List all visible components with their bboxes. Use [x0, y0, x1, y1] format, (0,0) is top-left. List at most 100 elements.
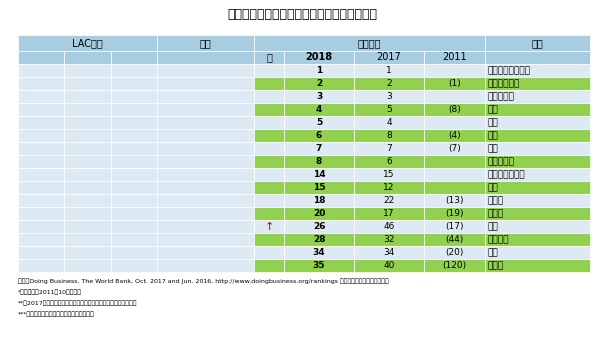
Bar — [18, 233, 65, 246]
Bar — [157, 246, 254, 259]
Bar — [354, 168, 424, 181]
Text: 6: 6 — [316, 131, 322, 140]
Bar — [65, 233, 111, 246]
Bar — [111, 220, 157, 233]
Text: 4: 4 — [316, 105, 322, 114]
Bar — [424, 77, 485, 90]
Bar — [111, 233, 157, 246]
Bar — [157, 233, 254, 246]
Bar — [354, 194, 424, 207]
Bar — [111, 64, 157, 77]
Bar — [111, 103, 157, 116]
Bar — [65, 207, 111, 220]
Text: 32: 32 — [384, 235, 395, 244]
Text: 8: 8 — [316, 157, 322, 166]
Bar — [18, 207, 65, 220]
Text: ノルウェイ: ノルウェイ — [488, 157, 515, 166]
Bar — [157, 90, 254, 103]
Bar — [157, 220, 254, 233]
Bar — [65, 77, 111, 90]
Bar — [111, 155, 157, 168]
Bar — [284, 220, 354, 233]
Bar — [424, 168, 485, 181]
Text: 年: 年 — [266, 52, 272, 63]
Bar — [254, 155, 284, 168]
Text: 世界順位: 世界順位 — [358, 38, 381, 48]
Text: 8: 8 — [386, 131, 392, 140]
Bar — [424, 155, 485, 168]
Bar — [485, 129, 590, 142]
Text: (120): (120) — [442, 261, 466, 270]
Bar — [18, 103, 65, 116]
Text: 22: 22 — [384, 196, 394, 205]
Bar — [485, 155, 590, 168]
Text: 35: 35 — [313, 261, 325, 270]
Bar — [111, 181, 157, 194]
Bar — [284, 103, 354, 116]
Bar — [157, 142, 254, 155]
Bar — [485, 116, 590, 129]
Bar — [111, 90, 157, 103]
Text: 日本: 日本 — [488, 248, 499, 257]
Text: スペイン: スペイン — [488, 235, 509, 244]
Text: 26: 26 — [313, 222, 325, 231]
Bar — [424, 259, 485, 272]
Bar — [18, 181, 65, 194]
Bar — [354, 51, 424, 64]
Bar — [354, 90, 424, 103]
Bar — [284, 207, 354, 220]
Bar — [157, 77, 254, 90]
Text: ドイツ: ドイツ — [488, 209, 504, 218]
Bar — [111, 116, 157, 129]
Bar — [111, 168, 157, 181]
Text: 20: 20 — [313, 209, 325, 218]
Bar — [485, 64, 590, 77]
Bar — [354, 246, 424, 259]
Bar — [424, 233, 485, 246]
Bar — [424, 116, 485, 129]
Text: 台湾: 台湾 — [488, 183, 499, 192]
Bar — [485, 181, 590, 194]
Text: ロシア: ロシア — [488, 261, 504, 270]
Bar — [284, 51, 354, 64]
Bar — [424, 90, 485, 103]
Bar — [354, 220, 424, 233]
Text: (1): (1) — [448, 79, 461, 88]
Text: (19): (19) — [445, 209, 464, 218]
Text: デンマーク: デンマーク — [488, 92, 515, 101]
Text: (13): (13) — [445, 196, 464, 205]
Text: 14: 14 — [313, 170, 325, 179]
Bar — [485, 35, 590, 51]
Bar — [254, 64, 284, 77]
Bar — [111, 77, 157, 90]
Bar — [284, 246, 354, 259]
Text: 18: 18 — [313, 196, 325, 205]
Bar — [284, 155, 354, 168]
Bar — [157, 207, 254, 220]
Bar — [111, 259, 157, 272]
Text: (44): (44) — [445, 235, 463, 244]
Bar — [354, 207, 424, 220]
Text: (8): (8) — [448, 105, 461, 114]
Bar — [254, 181, 284, 194]
Text: 15: 15 — [384, 170, 395, 179]
Bar — [284, 90, 354, 103]
Bar — [111, 194, 157, 207]
Text: 28: 28 — [313, 235, 325, 244]
Text: カナダ: カナダ — [488, 196, 504, 205]
Bar — [18, 64, 65, 77]
Text: ニュージーランド: ニュージーランド — [488, 66, 531, 75]
Bar — [254, 220, 284, 233]
Text: 7: 7 — [386, 144, 392, 153]
Bar — [157, 259, 254, 272]
Bar — [485, 51, 590, 64]
Text: 3: 3 — [386, 92, 392, 101]
Bar — [18, 35, 157, 51]
Bar — [157, 194, 254, 207]
Bar — [65, 51, 111, 64]
Bar — [18, 259, 65, 272]
Bar — [157, 51, 254, 64]
Bar — [18, 194, 65, 207]
Bar — [254, 116, 284, 129]
Bar — [424, 103, 485, 116]
